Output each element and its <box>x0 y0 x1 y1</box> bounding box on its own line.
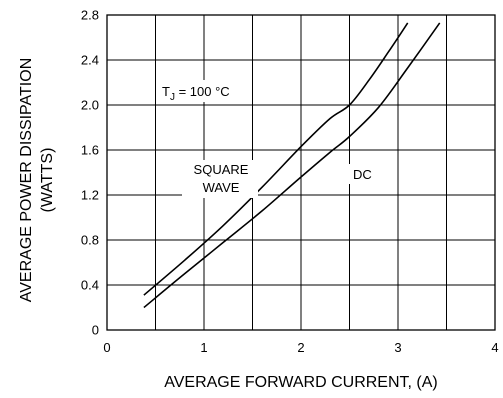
plot-frame <box>106 14 496 331</box>
tj-label-background <box>160 80 248 102</box>
y-tick-label: 2.8 <box>81 8 99 23</box>
y-axis-title-line2: (WATTS) <box>39 148 56 213</box>
x-tick-label: 1 <box>200 340 207 355</box>
x-tick-label: 3 <box>394 340 401 355</box>
x-tick-label: 4 <box>491 340 498 355</box>
y-tick-label: 1.6 <box>81 143 99 158</box>
series-line-dc <box>143 22 441 309</box>
series-line-square-wave <box>143 22 409 296</box>
square-wave-label-line2: WAVE <box>203 180 240 195</box>
square-wave-label-background <box>182 160 258 198</box>
y-tick-label: 0.4 <box>81 278 99 293</box>
y-tick-label: 0 <box>92 323 99 338</box>
y-tick-labels: 0 0.4 0.8 1.2 1.6 2.0 2.4 2.8 <box>81 8 99 338</box>
tj-subscript: J <box>170 92 175 103</box>
x-axis-title: AVERAGE FORWARD CURRENT, (A) <box>164 374 438 391</box>
y-tick-label: 2.4 <box>81 53 99 68</box>
series-curves <box>143 22 441 309</box>
y-tick-label: 2.0 <box>81 98 99 113</box>
tj-value: = 100 °C <box>175 84 230 99</box>
y-tick-label: 0.8 <box>81 233 99 248</box>
x-tick-label: 0 <box>103 340 110 355</box>
square-wave-label-line1: SQUARE <box>194 162 249 177</box>
x-tick-labels: 0 1 2 3 4 <box>103 340 498 355</box>
y-axis-title-line1: AVERAGE POWER DISSIPATION <box>18 58 35 302</box>
tj-symbol: T <box>162 84 170 99</box>
dc-label-background <box>349 164 379 184</box>
x-tick-label: 2 <box>297 340 304 355</box>
tj-annotation: TJ = 100 °C <box>162 84 230 103</box>
y-tick-label: 1.2 <box>81 188 99 203</box>
grid-lines <box>106 14 496 331</box>
dc-label: DC <box>353 167 372 182</box>
